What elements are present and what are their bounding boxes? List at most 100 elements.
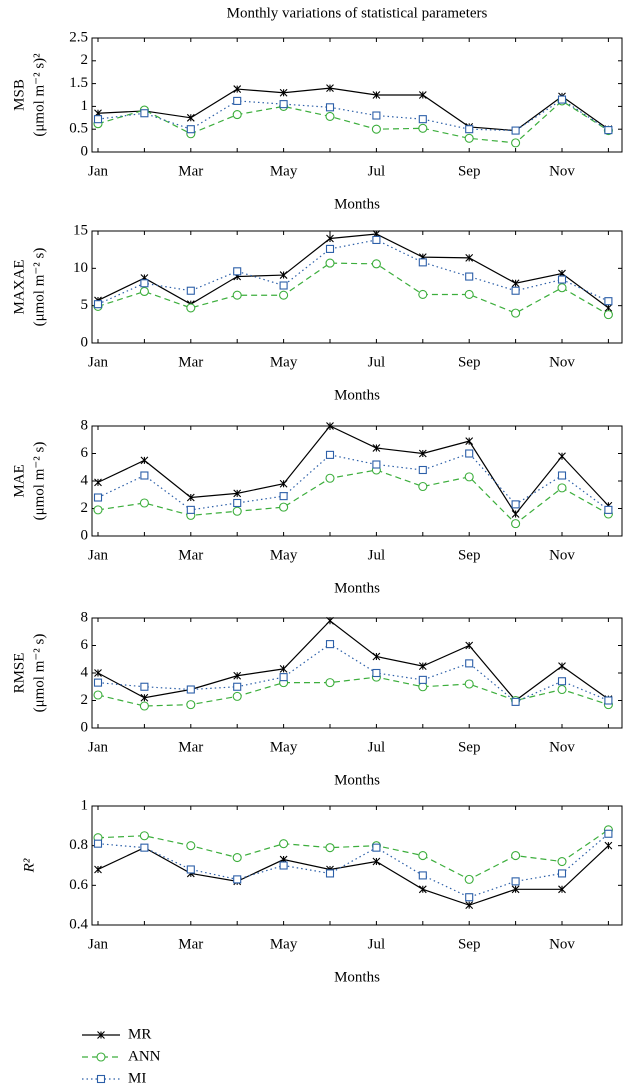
y-tick-label: 0 [81, 334, 89, 350]
series-line [97, 239, 609, 305]
x-tick-label: Nov [549, 547, 575, 563]
marker [372, 843, 381, 852]
marker [140, 456, 149, 465]
x-tick-label: Jul [368, 354, 386, 370]
marker [465, 449, 474, 458]
x-tick-label: May [270, 547, 298, 563]
x-tick-label: Sep [458, 936, 481, 952]
panel: 0 2 4 6 8 Jan Mar May Jul Sep Nov Months MAE (μmol m⁻… [11, 417, 623, 596]
marker [511, 877, 520, 886]
x-tick-label: Nov [549, 163, 575, 179]
x-tick-label: Sep [458, 354, 481, 370]
y-axis-label: RMSE [11, 653, 27, 694]
marker [279, 281, 288, 290]
marker [465, 641, 474, 650]
marker [603, 310, 613, 320]
marker [511, 500, 520, 509]
plot-frame [91, 805, 623, 926]
marker [139, 701, 149, 711]
marker [372, 91, 381, 99]
y-tick-label: 2 [81, 52, 89, 68]
marker [233, 489, 242, 498]
marker [279, 673, 288, 682]
y-tick-label: 8 [81, 609, 89, 625]
marker [233, 682, 242, 691]
marker [511, 885, 520, 894]
marker [418, 481, 428, 492]
marker [511, 279, 520, 288]
marker [140, 471, 149, 480]
legend-label: MR [128, 1026, 151, 1042]
marker [558, 662, 566, 671]
marker [464, 874, 474, 884]
marker [93, 505, 103, 515]
legend-entry: ANN [82, 1048, 161, 1064]
marker [511, 126, 520, 135]
marker [418, 449, 427, 458]
marker [325, 843, 335, 853]
marker [325, 258, 335, 268]
marker [97, 1031, 105, 1039]
series-line [97, 619, 609, 702]
marker [325, 640, 335, 649]
x-tick-label: Nov [549, 354, 575, 370]
marker [604, 829, 613, 838]
x-tick-label: Nov [549, 936, 575, 952]
marker [557, 95, 567, 104]
marker [418, 871, 427, 880]
y-tick-label: 0.4 [69, 916, 88, 932]
marker [232, 691, 242, 701]
series-line [97, 262, 609, 316]
marker [186, 505, 195, 514]
plot-frame [91, 230, 623, 344]
marker [233, 875, 242, 884]
marker [464, 472, 474, 482]
marker [325, 244, 335, 253]
marker [140, 109, 149, 118]
marker [511, 697, 520, 706]
marker [418, 123, 428, 133]
marker [279, 502, 289, 512]
panel: 0 0.5 1 1.5 2 2.5 Jan Mar May Jul Sep Nov Months MSB(… [11, 29, 623, 212]
marker [511, 286, 520, 295]
marker [418, 258, 427, 267]
marker [93, 839, 103, 848]
marker [93, 300, 103, 309]
marker [186, 493, 195, 502]
y-axis-label: R² [21, 858, 37, 873]
marker [186, 865, 195, 874]
marker [279, 479, 288, 488]
y-tick-label: 6 [81, 445, 89, 461]
x-axis-label: Months [334, 772, 380, 788]
marker [372, 668, 381, 678]
marker [93, 678, 103, 687]
y-tick-label: 1 [81, 797, 89, 813]
x-tick-label: Jul [368, 936, 386, 952]
y-tick-label: 15 [73, 222, 88, 238]
panel: 0 5 10 15 Jan Mar May Jul Sep Nov Months MAXAE (μmol… [11, 222, 623, 403]
marker [186, 303, 196, 313]
marker [371, 259, 381, 269]
marker [557, 684, 567, 695]
x-tick-label: Jan [88, 163, 108, 179]
plot-frame [91, 37, 623, 153]
marker [604, 696, 613, 705]
x-axis-label: Months [334, 196, 380, 212]
marker [557, 483, 567, 493]
marker [233, 96, 242, 105]
x-tick-label: Jul [368, 163, 386, 179]
x-tick-label: May [270, 739, 298, 755]
marker [372, 235, 381, 245]
y-tick-label: 0 [81, 143, 89, 159]
y-tick-label: 4 [81, 472, 89, 488]
series-line [97, 469, 609, 525]
y-tick-label: 1.5 [69, 75, 88, 91]
y-axis-label: MAE [11, 464, 27, 497]
marker [233, 498, 242, 508]
marker [464, 289, 474, 300]
marker [325, 450, 335, 459]
marker [139, 286, 149, 297]
y-tick-label: 5 [81, 297, 89, 313]
marker [418, 115, 427, 124]
